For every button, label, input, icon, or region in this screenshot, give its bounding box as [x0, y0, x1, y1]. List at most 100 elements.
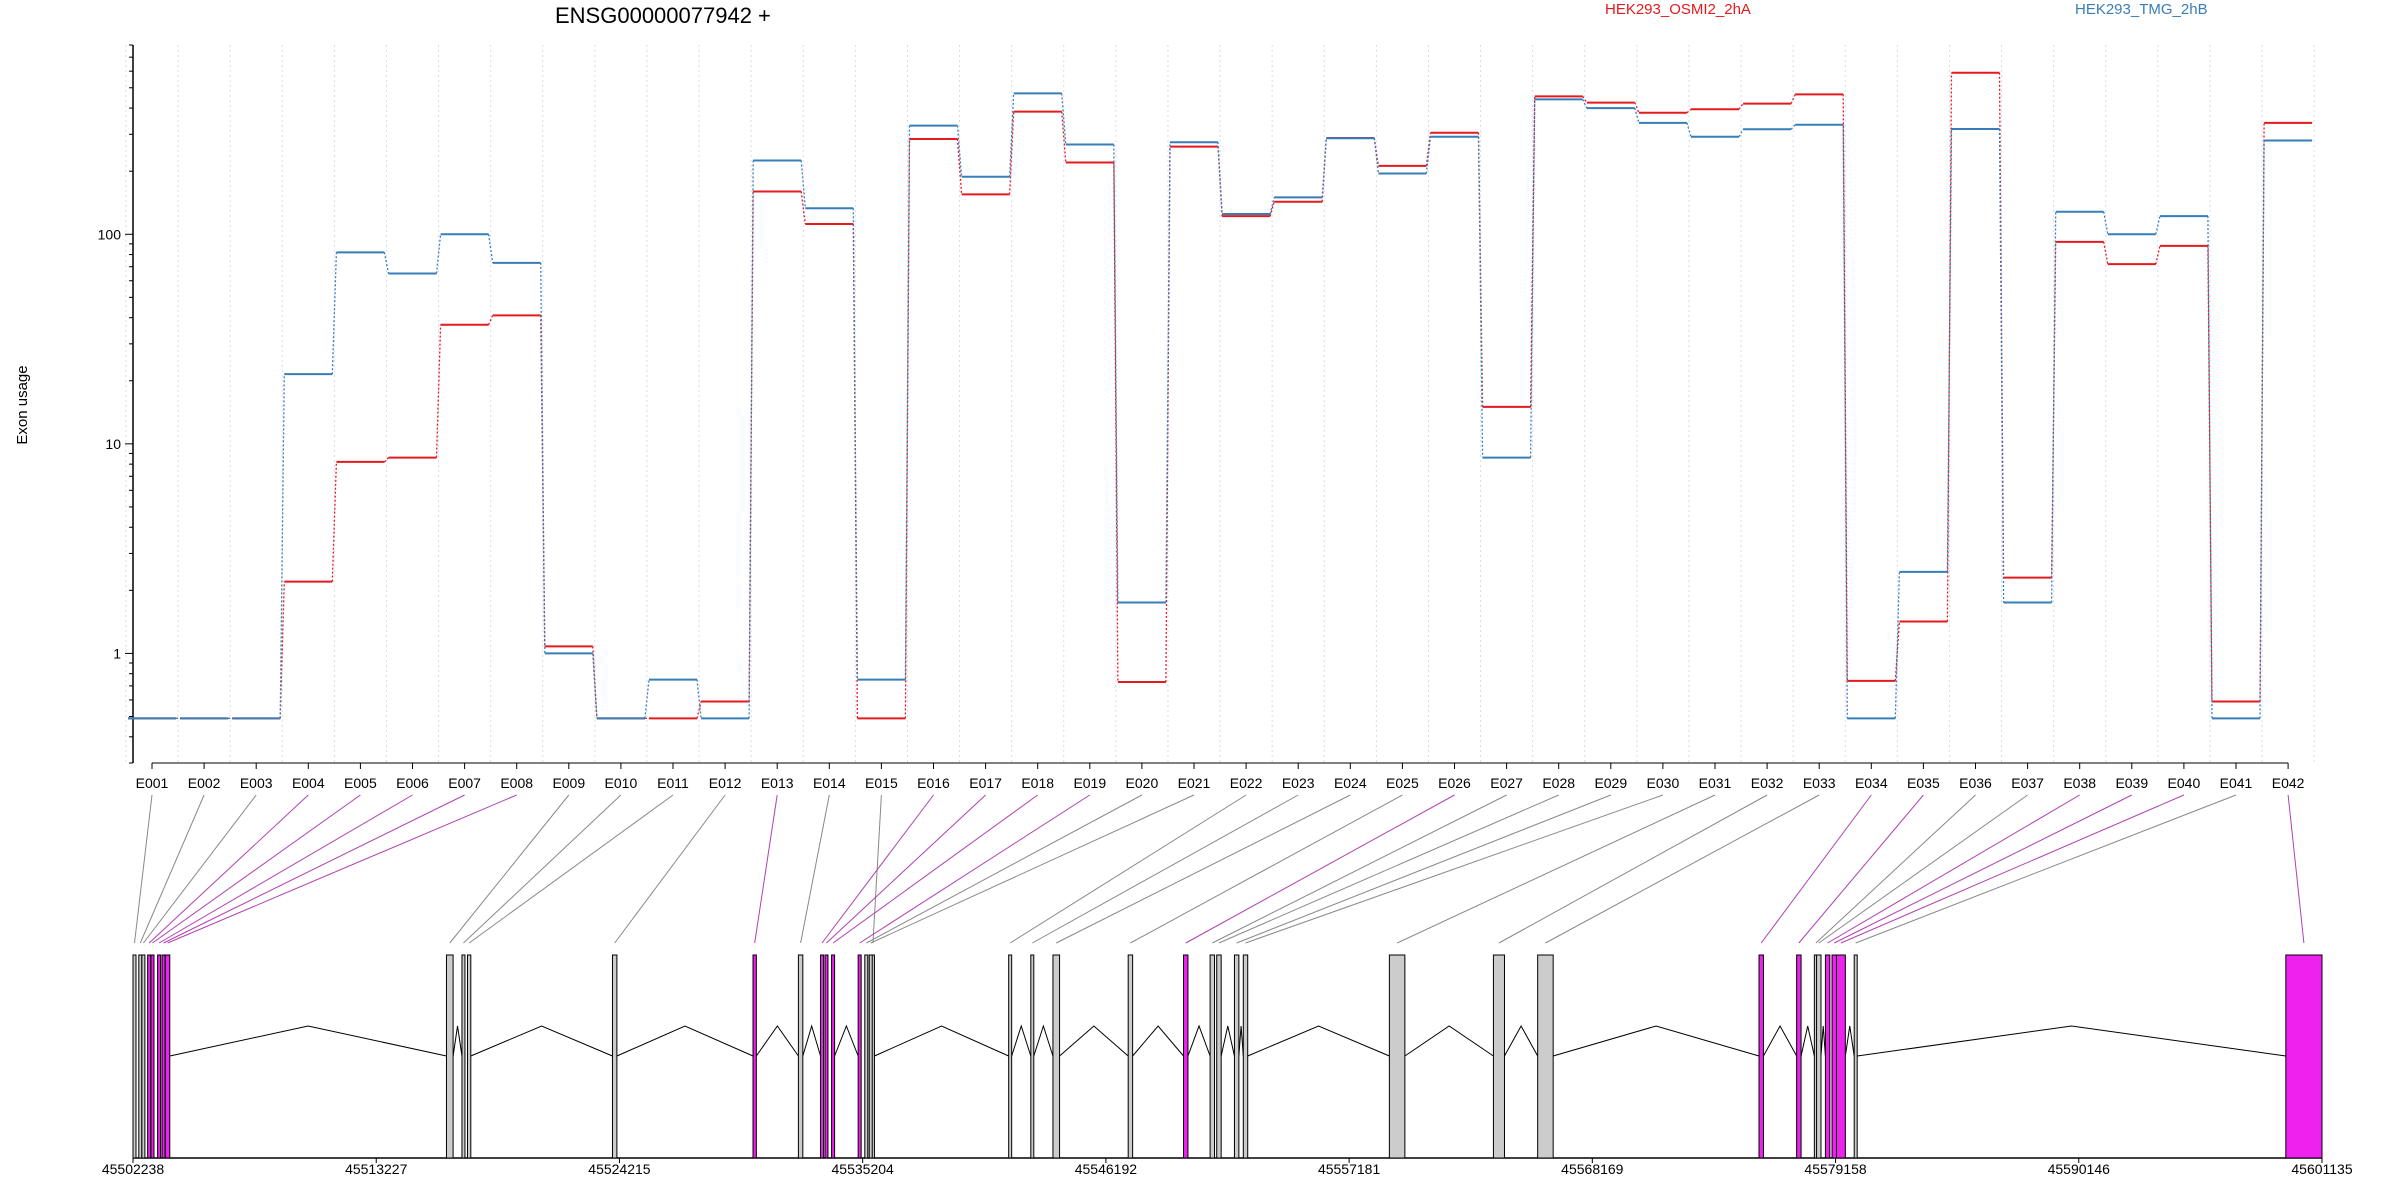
connector-line: [1998, 128, 2005, 603]
intron-line: [169, 1025, 447, 1057]
exon-box: [132, 954, 137, 1159]
x-tick-label: E025: [1386, 775, 1419, 791]
intron-line: [1404, 1025, 1494, 1057]
connector-line: [852, 208, 859, 680]
exon-box: [1242, 954, 1249, 1159]
connector-line: [1321, 138, 1327, 198]
x-tick-label: E014: [813, 775, 846, 791]
x-tick-label: E038: [2063, 775, 2096, 791]
connector-line: [592, 653, 598, 719]
exon-box: [1835, 954, 1846, 1159]
exon-box: [1492, 954, 1505, 1159]
x-tick-label: E034: [1855, 775, 1888, 791]
exon-box: [141, 954, 146, 1159]
connector-line: [279, 374, 285, 719]
exon-link-line: [139, 794, 205, 944]
connector-line: [1634, 102, 1640, 113]
exon-link-line: [826, 794, 986, 944]
connector-line: [2259, 140, 2265, 719]
y-axis-label: Exon usage: [14, 365, 31, 444]
x-tick-label: E005: [344, 775, 377, 791]
exon-link-line: [1827, 794, 2080, 944]
connector-line: [1477, 136, 1484, 458]
intron-line: [1247, 1025, 1390, 1057]
connector-line: [696, 679, 702, 719]
intron-line: [802, 1024, 822, 1057]
connector-line: [1373, 138, 1380, 174]
exon-box: [2285, 954, 2323, 1159]
connector-line: [1582, 96, 1588, 103]
x-tick-label: E012: [709, 775, 742, 791]
exon-box: [138, 954, 143, 1159]
exon-link-line: [821, 794, 934, 944]
intron-line: [1800, 1025, 1815, 1057]
exon-link-line: [1056, 794, 1351, 944]
exon-box: [1388, 954, 1406, 1159]
x-tick-label: E036: [1959, 775, 1992, 791]
exon-box: [797, 954, 804, 1159]
exon-box: [164, 954, 171, 1159]
x-tick-label: E017: [969, 775, 1002, 791]
x-tick-label: E015: [865, 775, 898, 791]
exon-link-line: [866, 794, 1143, 944]
intron-line: [1011, 1024, 1032, 1057]
x-tick-label: E029: [1594, 775, 1627, 791]
connector-line: [488, 315, 494, 326]
exon-box: [1853, 954, 1858, 1159]
connector-line: [383, 457, 389, 463]
x-tick-label: E035: [1907, 775, 1940, 791]
exon-link-line: [134, 794, 153, 944]
exon-link-line: [1834, 794, 2133, 944]
connector-line: [2155, 216, 2161, 235]
exon-link-line: [463, 794, 622, 944]
connector-line: [800, 160, 806, 209]
connector-line: [956, 138, 963, 195]
exon-box: [1233, 954, 1240, 1159]
series-layer: [128, 71, 2313, 720]
intron-line: [1033, 1024, 1054, 1057]
x-tick-label: E031: [1699, 775, 1732, 791]
connector-line: [435, 234, 442, 274]
exon-box: [161, 954, 166, 1159]
exon-box: [1209, 954, 1216, 1159]
connector-line: [1008, 93, 1015, 177]
intron-line: [1504, 1024, 1539, 1057]
exon-link-line: [800, 794, 830, 944]
exon-box: [864, 954, 869, 1159]
connector-line: [1269, 201, 1275, 217]
genome-tick-label: 45579158: [1804, 1161, 1867, 1177]
connector-line: [2050, 211, 2057, 603]
exon-link-line: [163, 794, 465, 944]
intron-line: [1844, 1025, 1855, 1057]
exon-link-line: [158, 794, 413, 944]
x-tick-label: E037: [2011, 775, 2044, 791]
exon-box: [752, 954, 757, 1159]
exon-link-line: [1498, 794, 1768, 944]
connector-line: [540, 315, 546, 647]
intron-line: [1763, 1024, 1798, 1057]
chart-title: ENSG00000077942 +: [555, 3, 771, 28]
exon-box: [868, 954, 873, 1159]
connector-line: [487, 234, 494, 264]
intron-line: [1132, 1025, 1184, 1057]
exon-box: [1052, 954, 1061, 1159]
x-tick-label: E019: [1073, 775, 1106, 791]
connector-line: [1269, 197, 1275, 215]
x-tick-label: E042: [2272, 775, 2305, 791]
intron-line: [616, 1025, 754, 1057]
exon-box: [461, 954, 466, 1159]
exon-box: [1008, 954, 1013, 1159]
exon-box: [1030, 954, 1035, 1159]
link-layer: [134, 794, 2305, 944]
connector-line: [1894, 621, 1901, 681]
connector-line: [1894, 571, 1901, 719]
intron-line: [1187, 1024, 1211, 1057]
connector-line: [1946, 72, 1953, 622]
exon-box: [1816, 954, 1822, 1159]
connector-line: [748, 160, 754, 719]
gene-model: 45502238 45513227 45524215 45535204 45546192…: [102, 954, 2353, 1177]
exon-box: [820, 954, 825, 1159]
connector-line: [331, 252, 338, 375]
genome-tick-label: 45590146: [2048, 1161, 2111, 1177]
